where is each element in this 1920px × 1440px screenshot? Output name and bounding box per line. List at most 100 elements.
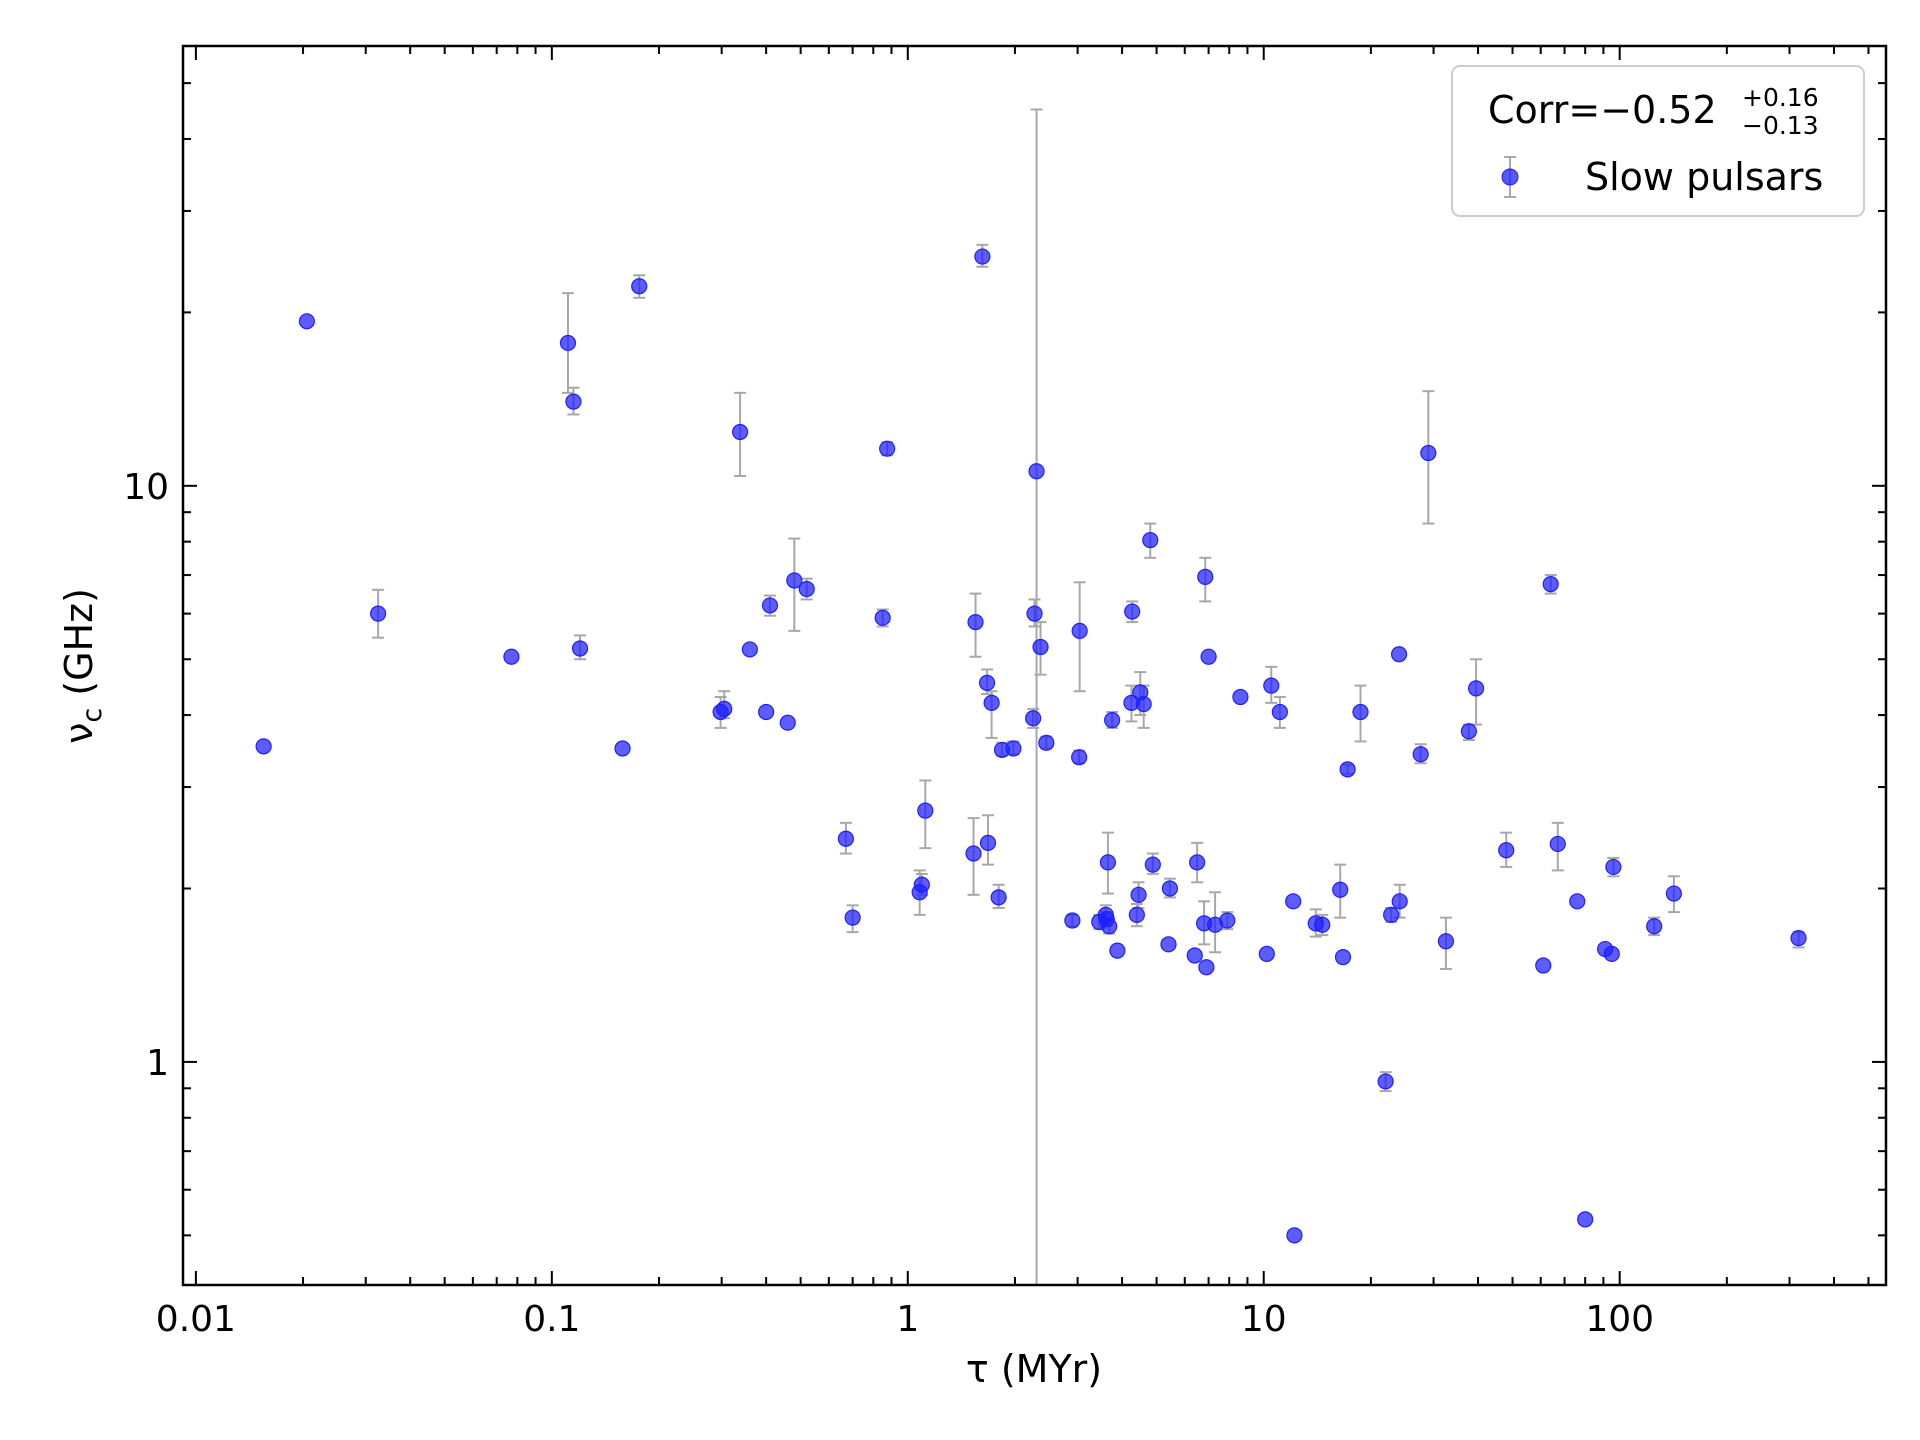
data-point [1790,930,1807,947]
data-point [1339,761,1356,778]
data-point [1605,858,1622,876]
data-point [565,393,582,410]
data-point [837,830,854,847]
data-point [974,248,991,265]
data-point [1099,854,1117,871]
data-point [978,674,996,691]
data-point [1161,880,1179,897]
data-point [874,609,891,626]
data-point [990,889,1007,906]
data-point [1025,710,1042,727]
data-point [571,640,589,657]
data-point [844,909,861,926]
x-tick-label: 10 [1241,1299,1287,1340]
data-points [255,248,1807,1244]
data-point [1263,677,1280,694]
data-point [983,694,1000,711]
data-point [1314,916,1331,933]
data-point [1101,918,1118,935]
data-point [1032,638,1049,656]
data-point [979,834,997,851]
data-point [1124,603,1141,620]
data-point [1198,959,1215,976]
data-point [1026,605,1043,622]
x-tick-label: 1 [896,1299,919,1340]
data-point [1535,957,1552,974]
data-point [1144,856,1161,873]
data-point [967,614,984,631]
data-point [1142,531,1159,549]
data-point [1391,893,1408,910]
legend-correlation: Corr=−0.52 [1488,88,1717,132]
data-point [798,580,815,598]
axis-ticks [183,46,1886,1285]
data-point [741,641,758,658]
data-point [716,700,733,717]
x-tick-label: 100 [1585,1299,1654,1340]
data-point [917,802,934,819]
x-tick-label: 0.01 [156,1299,236,1340]
data-point [1064,912,1081,929]
data-point [1603,945,1620,962]
data-point [879,440,896,457]
data-point [758,703,775,721]
data-point [1258,945,1275,962]
data-point [1160,936,1177,953]
data-point [1285,893,1302,910]
data-point [913,876,930,893]
data-point [255,738,272,755]
data-point [1665,885,1682,902]
data-point [1219,912,1236,929]
data-point [1646,918,1663,935]
data-point [1038,734,1055,751]
data-point [1549,835,1566,853]
data-point [732,423,749,441]
data-point [1437,933,1455,950]
data-point [1332,881,1349,898]
data-point [1460,723,1477,740]
data-point [631,278,648,295]
legend-correlation-lower: −0.13 [1742,111,1819,140]
data-point [1577,1211,1594,1228]
data-point [1498,842,1515,859]
data-point [1028,463,1045,480]
data-point [1130,886,1147,903]
data-point [1200,648,1217,665]
data-point [1109,942,1126,959]
data-point [1542,576,1559,593]
legend-box [1451,65,1865,217]
data-point [1569,893,1586,910]
data-point [1104,712,1121,729]
data-point [965,845,982,862]
data-point [779,714,796,731]
data-point [1189,854,1206,871]
y-tick-label: 1 [146,1043,169,1084]
data-point [786,572,803,589]
x-tick-label: 0.1 [523,1299,580,1340]
data-point [1334,949,1352,966]
tick-labels: 0.01 0.1 1 10 100 1 10 [123,467,1654,1340]
data-point [1071,749,1088,766]
y-tick-label: 10 [123,467,169,508]
data-point [369,605,387,622]
x-axis-title: τ (MYr) [966,1347,1102,1391]
data-point [503,648,520,665]
data-point [761,597,779,614]
data-point [614,740,631,757]
data-point [1232,688,1249,706]
legend-marker-icon [1501,168,1519,186]
data-point [1352,703,1369,721]
data-point [1005,740,1022,757]
legend-series-label: Slow pulsars [1585,155,1823,199]
data-point [1286,1227,1303,1244]
plot-frame [181,44,1888,1287]
data-point [298,313,315,330]
data-point [559,334,577,352]
data-point [1186,947,1203,964]
legend: Corr=−0.52 +0.16 −0.13 Slow pulsars [1451,65,1865,217]
data-point [1197,568,1214,585]
data-point [1128,906,1145,923]
data-point [1420,444,1437,462]
